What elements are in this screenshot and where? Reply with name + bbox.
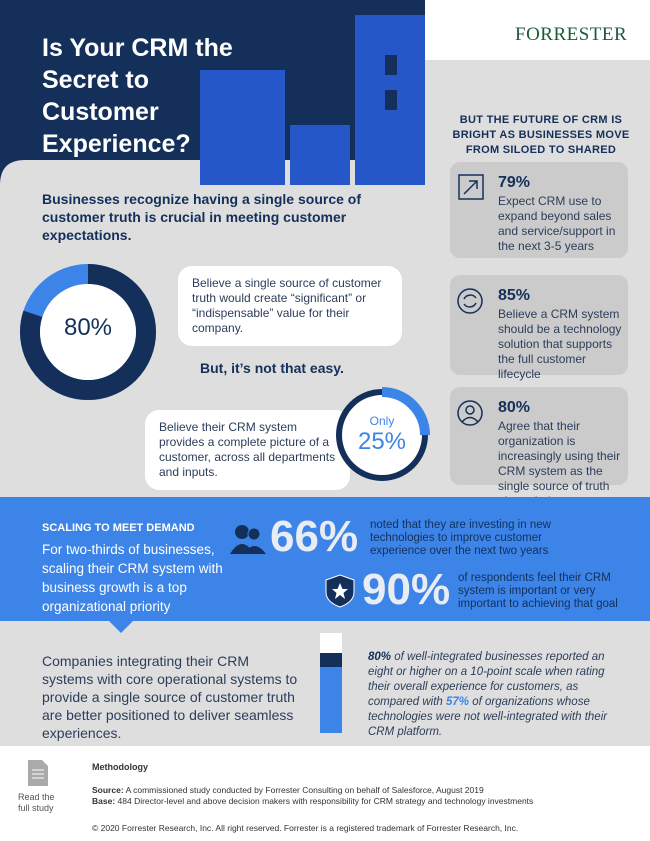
icon xyxy=(230,525,266,554)
card-text: Agree that their organization is increas… xyxy=(498,419,621,508)
donut-label: 80% xyxy=(63,314,113,341)
finding-text: of organizations whose technologies were… xyxy=(368,696,608,738)
donut xyxy=(20,264,156,400)
doc-icon xyxy=(28,760,48,786)
scaling-stat: 90% xyxy=(362,565,451,614)
header-art xyxy=(0,0,425,185)
brand: FORRESTER xyxy=(515,24,628,45)
scaling-stat-text: noted that they are investing in new tec… xyxy=(370,519,551,557)
scaling-heading: SCALING TO MEET DEMAND xyxy=(42,522,195,534)
scaling-text: For two-thirds of businesses, scaling th… xyxy=(42,542,223,614)
scaling-stat: 66% xyxy=(270,512,359,561)
finding-text: of well-integrated businesses reported a… xyxy=(368,651,605,708)
intro: Businesses recognize having a single sou… xyxy=(42,191,361,243)
scaling-stat-text: of respondents feel their CRM system is … xyxy=(458,572,618,610)
icon xyxy=(458,174,484,200)
card-stat: 80% xyxy=(498,399,531,416)
finding-stat: 57% xyxy=(445,696,470,708)
base-label: Base: xyxy=(92,796,116,806)
icon xyxy=(457,400,483,426)
scaling-band xyxy=(0,497,650,621)
card: 80% Agree that their organization is inc… xyxy=(450,387,628,508)
notch xyxy=(108,620,134,633)
card: 79% Expect CRM use to expand beyond sale… xyxy=(450,162,628,258)
transition: But, it’s not that easy. xyxy=(200,360,344,376)
card-stat: 79% xyxy=(498,174,531,191)
icon xyxy=(325,574,355,608)
future-heading: BUT THE FUTURE OF CRM IS BRIGHT AS BUSIN… xyxy=(452,114,630,156)
bubble: Believe their CRM system provides a comp… xyxy=(145,410,350,490)
icon xyxy=(457,288,483,314)
donut-prefix: Only xyxy=(369,414,395,428)
source-label: Source: xyxy=(92,785,124,795)
source: Source: A commissioned study conducted b… xyxy=(92,785,632,807)
title: Is Your CRM the Secret to Customer Exper… xyxy=(42,34,233,158)
donut-arc xyxy=(334,387,430,483)
finding: 80% of well-integrated businesses report… xyxy=(368,650,608,740)
methodology: Methodology xyxy=(92,762,148,772)
bubble: Believe a single source of customer trut… xyxy=(178,266,402,346)
donut-label: 25% xyxy=(357,428,407,455)
card-text: Expect CRM use to expand beyond sales an… xyxy=(498,194,616,253)
donut xyxy=(334,387,430,483)
card-stat: 85% xyxy=(498,287,531,304)
copyright: © 2020 Forrester Research, Inc. All righ… xyxy=(92,823,519,833)
finding-stat: 80% xyxy=(368,651,392,663)
donut-arc xyxy=(20,264,156,400)
source-text: A commissioned study conducted by Forres… xyxy=(125,785,484,795)
integration-text: Companies integrating their CRM systems … xyxy=(42,653,298,741)
read-link[interactable]: Read the full study xyxy=(18,792,55,813)
base-text: 484 Director-level and above decision ma… xyxy=(117,796,534,806)
card-text: Believe a CRM system should be a technol… xyxy=(498,307,622,381)
card: 85% Believe a CRM system should be a tec… xyxy=(450,275,628,381)
bar-art xyxy=(320,633,342,733)
